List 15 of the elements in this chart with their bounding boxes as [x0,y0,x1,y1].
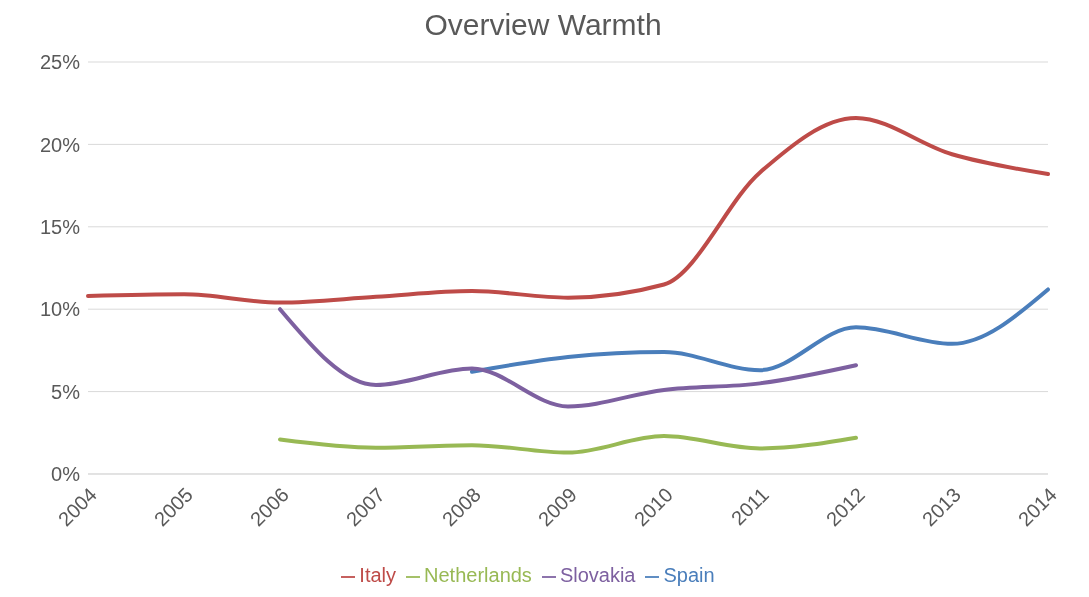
y-tick-label: 20% [39,133,81,156]
y-tick-label: 5% [51,380,81,403]
y-tick-label: 0% [51,463,81,486]
legend-label: Slovakia [559,564,636,586]
line-series [86,116,1050,305]
legend-label: Spain [663,564,715,586]
y-tick-label: 10% [39,298,81,321]
line-series [278,307,858,409]
line-series [470,287,1050,374]
y-tick-label: 15% [39,215,81,238]
legend-label: Italy [359,564,397,586]
line-series [278,434,858,455]
y-tick-label: 25% [39,51,81,74]
legend-label: Netherlands [424,564,532,586]
chart-title: Overview Warmth [423,8,663,43]
